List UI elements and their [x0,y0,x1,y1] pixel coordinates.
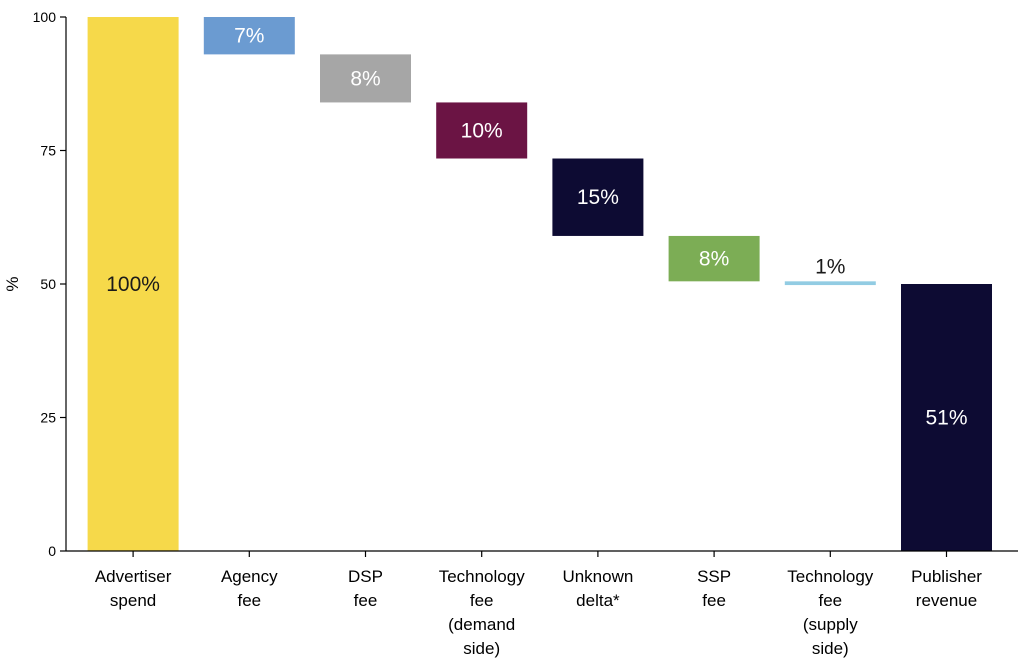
x-tick-label: fee [237,591,261,610]
x-tick-label: fee [818,591,842,610]
x-tick-label: (demand [448,615,515,634]
x-tick-label: delta* [576,591,620,610]
x-tick-label: fee [354,591,378,610]
x-tick-label: revenue [916,591,977,610]
bar-3 [320,54,411,103]
x-tick-label: fee [702,591,726,610]
bar-value-label: 15% [577,186,619,209]
bar-value-label: 1% [815,255,845,278]
x-tick-label: Technology [439,567,526,586]
x-tick-label: fee [470,591,494,610]
x-tick-label: (supply [803,615,858,634]
x-tick-label: side) [812,639,849,658]
y-axis-label: % [3,276,22,291]
x-tick-label: Unknown [562,567,633,586]
x-tick-label: Advertiser [95,567,172,586]
bar-2 [203,17,295,55]
x-tick-label: Publisher [911,567,982,586]
y-tick-label: 50 [40,276,56,292]
bar-8 [901,284,992,551]
bar-value-label: 100% [106,273,160,296]
bar-value-label: 8% [699,248,729,271]
y-tick-label: 25 [40,410,56,426]
bar-value-label: 8% [350,67,380,90]
bar-7 [784,281,876,286]
x-tick-label: side) [463,639,500,658]
bar-value-label: 10% [461,119,503,142]
bar-value-label: 7% [234,25,264,48]
x-tick-label: Technology [787,567,874,586]
bar-6 [668,235,760,282]
y-tick-label: 100 [33,9,57,25]
x-tick-label: Agency [221,567,278,586]
x-tick-label: spend [110,591,156,610]
x-tick-label: DSP [348,567,383,586]
bar-5 [552,158,644,236]
x-tick-label: SSP [697,567,731,586]
y-tick-label: 75 [40,143,56,159]
bar-4 [436,102,528,159]
bar-value-label: 51% [925,407,967,430]
bar-1 [87,17,179,551]
y-tick-label: 0 [48,543,56,559]
